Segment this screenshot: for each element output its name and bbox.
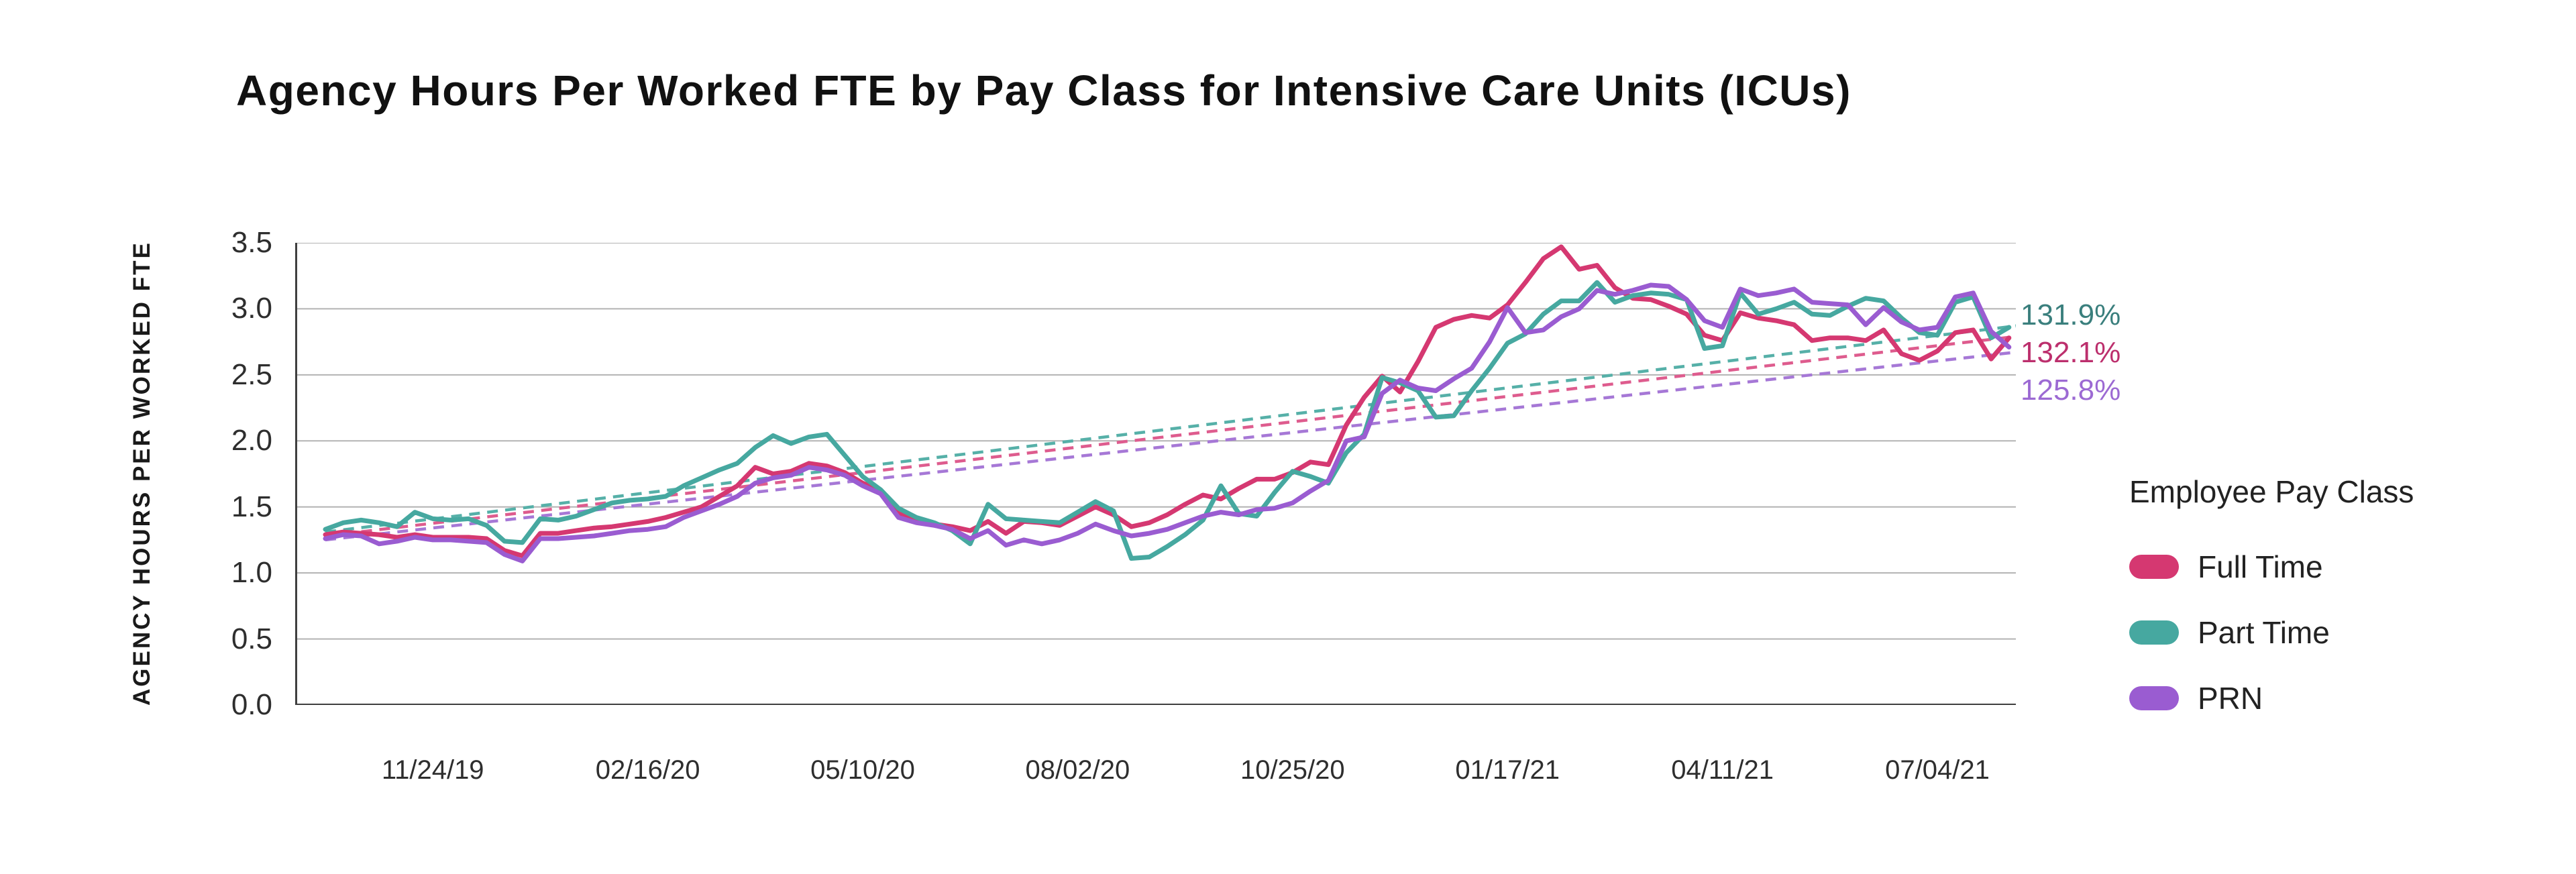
trend-line-prn-trend: [325, 349, 2027, 542]
x-tick-label: 04/11/21: [1671, 755, 1774, 785]
y-tick-label: 1.5: [231, 490, 272, 523]
chart-title: Agency Hours Per Worked FTE by Pay Class…: [236, 66, 1851, 115]
x-tick-label: 11/24/19: [381, 755, 484, 785]
y-tick-label: 3.5: [231, 226, 272, 259]
y-tick-label: 0.0: [231, 688, 272, 721]
plot-area: [295, 242, 2027, 706]
series-line-prn: [323, 282, 2012, 563]
x-tick-label: 02/16/20: [595, 755, 700, 785]
y-tick-label: 2.5: [231, 358, 272, 391]
legend-item-prn[interactable]: PRN: [2129, 680, 2414, 716]
y-tick-label: 3.0: [231, 292, 272, 325]
legend-item-part-time[interactable]: Part Time: [2129, 614, 2414, 651]
legend-swatch-icon: [2129, 555, 2179, 579]
legend-items: Full Time Part Time PRN: [2129, 549, 2414, 716]
x-tick-label: 10/25/20: [1240, 755, 1345, 785]
trend-line-full-time-trend: [325, 333, 2027, 538]
legend-title: Employee Pay Class: [2129, 474, 2414, 509]
legend: Employee Pay Class Full Time Part Time PRN: [2129, 474, 2414, 746]
y-tick-label: 1.0: [231, 556, 272, 590]
trend-percentage-label: 131.9%: [2021, 298, 2121, 331]
x-tick-label: 05/10/20: [810, 755, 915, 785]
trend-percentage-label: 132.1%: [2021, 336, 2121, 369]
legend-item-full-time[interactable]: Full Time: [2129, 549, 2414, 585]
series-line-part-time: [323, 280, 2012, 561]
legend-swatch-icon: [2129, 620, 2179, 645]
x-tick-label: 08/02/20: [1025, 755, 1130, 785]
x-tick-label: 01/17/21: [1455, 755, 1560, 785]
y-tick-label: 0.5: [231, 622, 272, 655]
y-tick-label: 2.0: [231, 424, 272, 457]
legend-item-label: Full Time: [2198, 549, 2323, 584]
legend-item-label: Part Time: [2198, 615, 2330, 650]
legend-swatch-icon: [2129, 686, 2179, 710]
x-tick-label: 07/04/21: [1885, 755, 1990, 785]
y-axis-title: AGENCY HOURS PER WORKED FTE: [129, 241, 155, 706]
trend-percentage-label: 125.8%: [2021, 374, 2121, 406]
line-chart: [295, 242, 2027, 706]
legend-item-label: PRN: [2198, 681, 2263, 716]
trend-line-part-time-trend: [325, 323, 2027, 534]
